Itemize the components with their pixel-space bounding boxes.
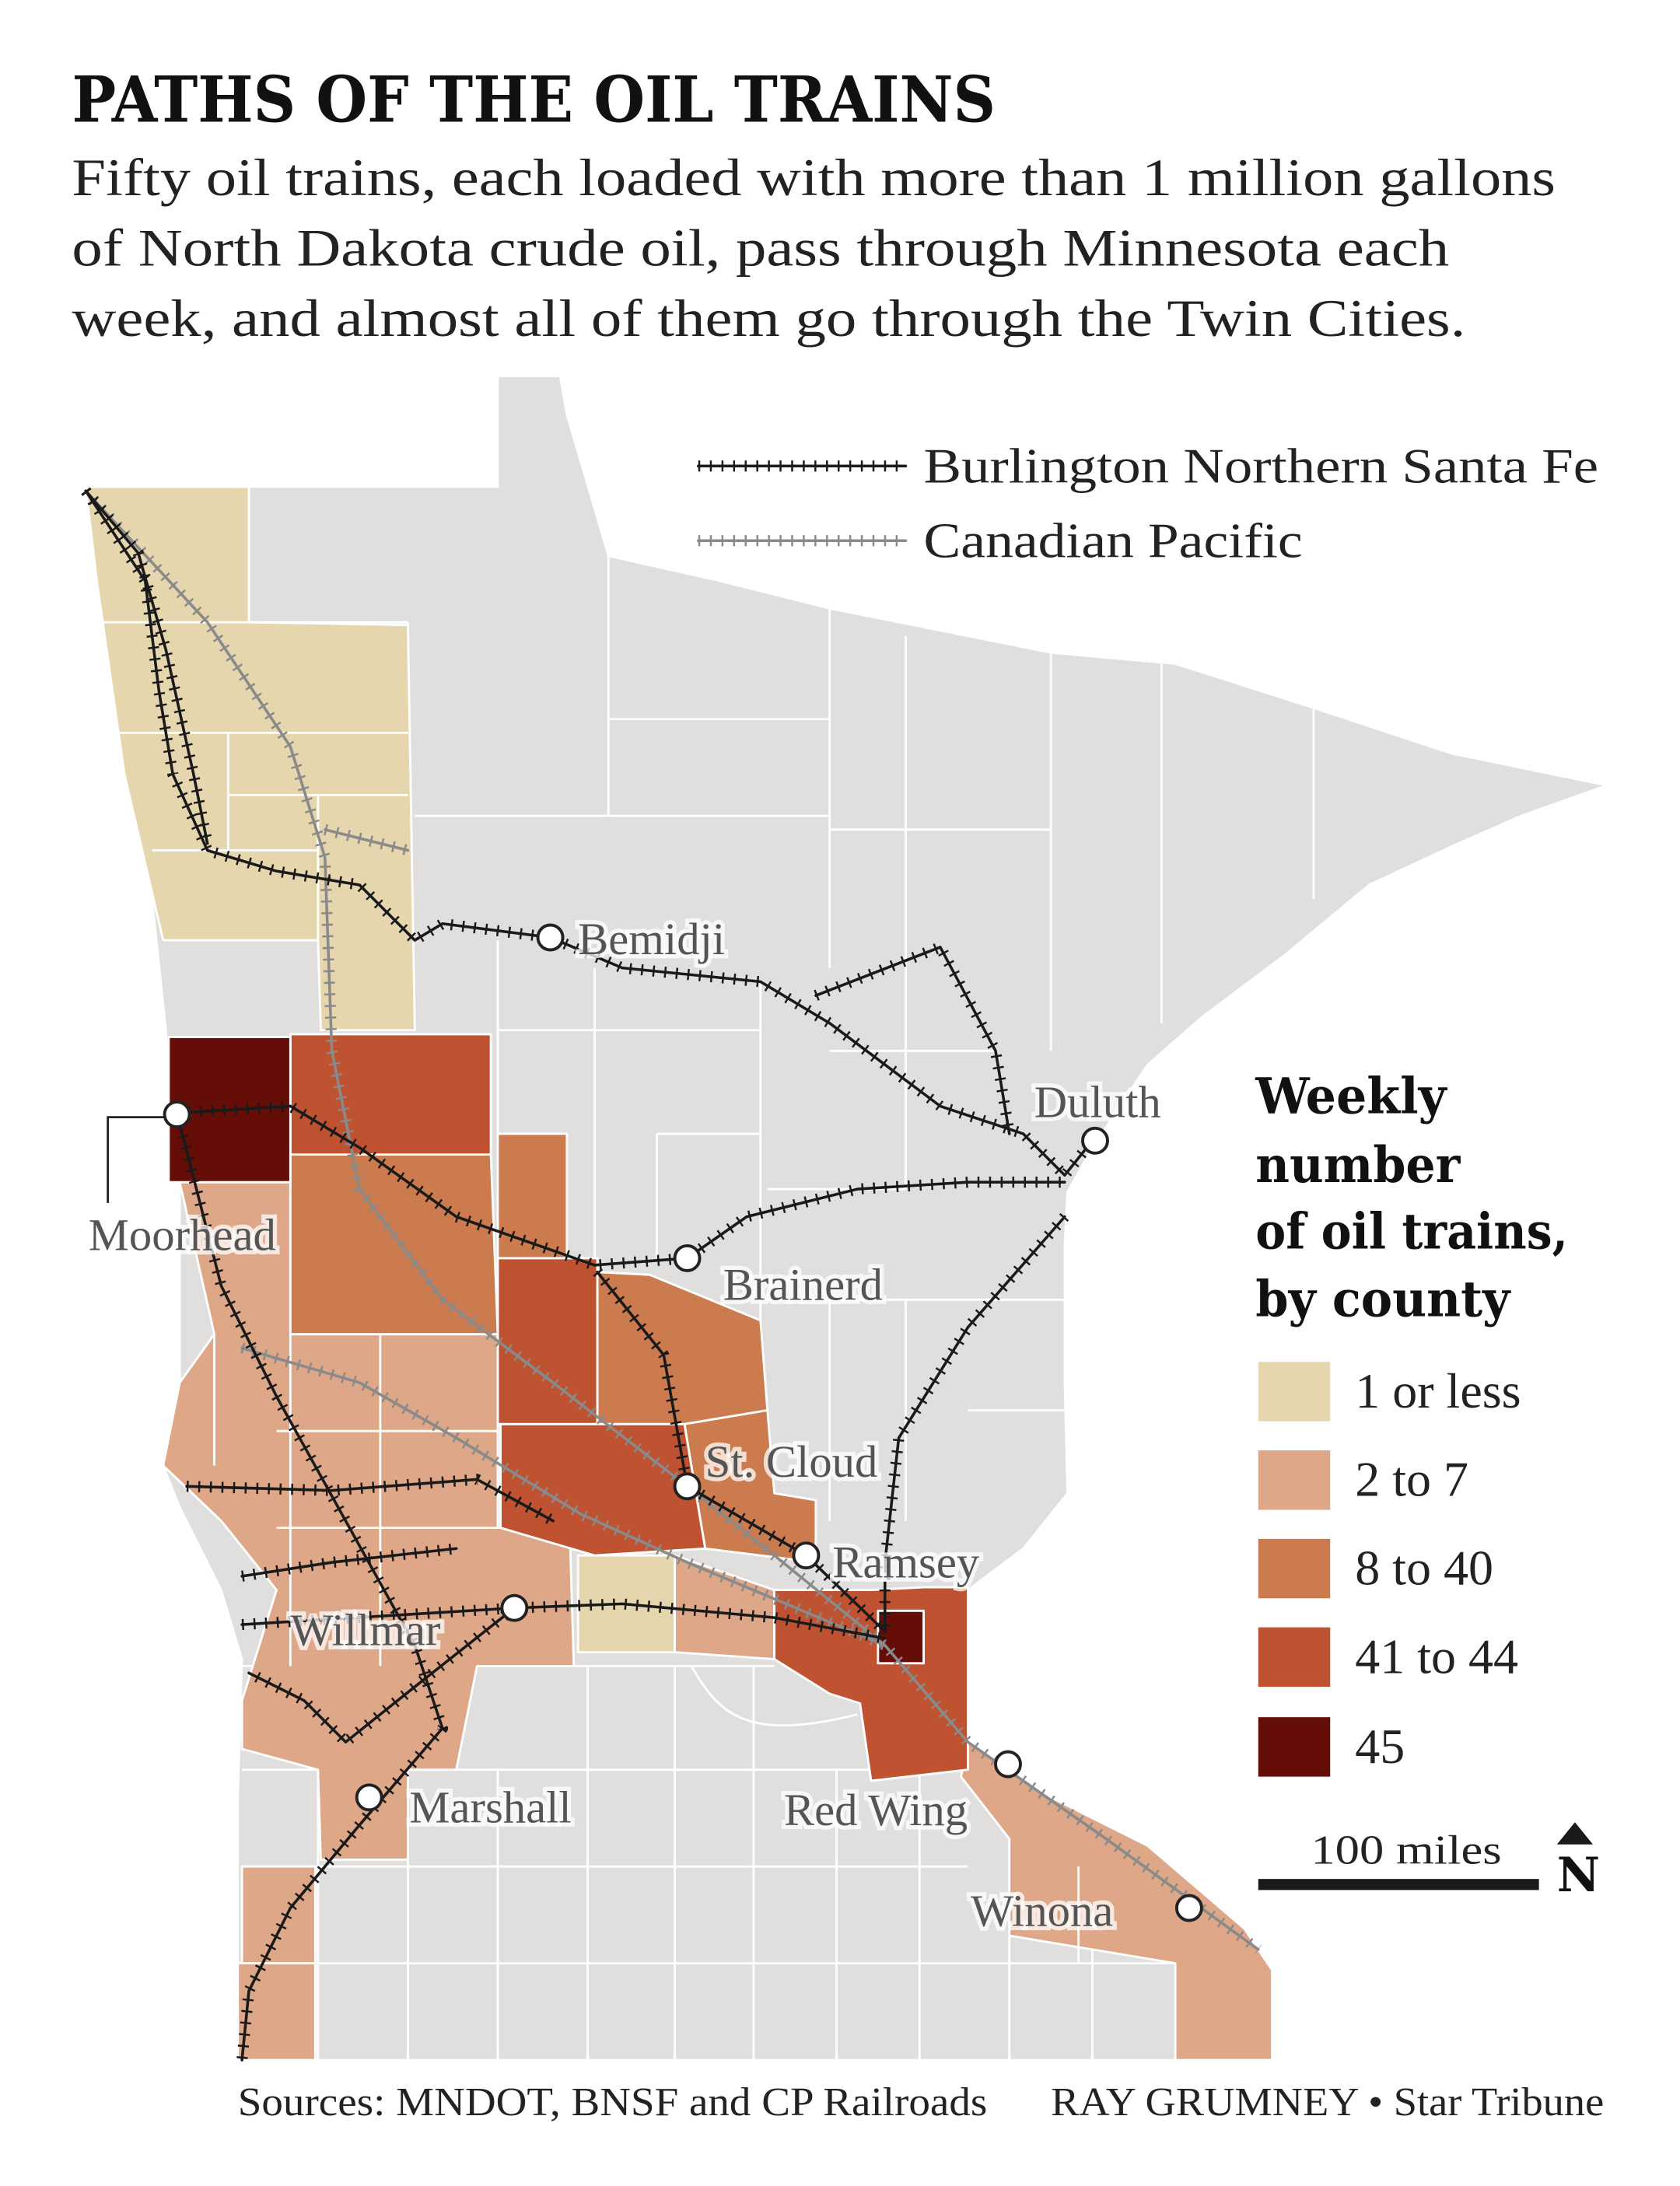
legend-title-line-4: by county bbox=[1255, 1271, 1511, 1329]
north-arrow: N bbox=[1556, 1822, 1600, 1903]
city-ramsey: Ramsey bbox=[792, 1533, 984, 1592]
city-label-st-cloud: St. Cloud bbox=[705, 1436, 878, 1487]
legend-label-8-to-40: 8 to 40 bbox=[1355, 1541, 1493, 1596]
county-bin-41-to-44-b bbox=[496, 1257, 599, 1425]
city-label-brainerd: Brainerd bbox=[723, 1259, 883, 1310]
city-label-duluth: Duluth bbox=[1034, 1077, 1161, 1128]
legend-swatch-8-to-40 bbox=[1258, 1538, 1331, 1599]
minnesota-map: Bemidji Duluth Moorhead Brainerd St. Clo… bbox=[81, 375, 1611, 2062]
city-winona: Winona bbox=[967, 1881, 1203, 1940]
subtitle-line-3: week, and almost all of them go through … bbox=[72, 289, 1465, 348]
legend-swatch-41-to-44 bbox=[1258, 1627, 1331, 1688]
county-borders-northwest bbox=[96, 621, 408, 941]
city-red-wing: Red Wing bbox=[780, 1750, 1022, 1839]
legend-swatch-2-to-7 bbox=[1258, 1450, 1331, 1510]
city-label-bemidji: Bemidji bbox=[578, 914, 725, 964]
subtitle-line-2: of North Dakota crude oil, pass through … bbox=[72, 219, 1449, 278]
county-bin-8-to-40-a bbox=[289, 1153, 499, 1336]
rail-legend-bnsf-label: Burlington Northern Santa Fe bbox=[924, 439, 1599, 494]
legend-label-41-to-44: 41 to 44 bbox=[1355, 1628, 1518, 1684]
rail-canadian-pacific bbox=[82, 487, 1262, 1954]
county-bin-41-to-44-stcloud bbox=[499, 1422, 707, 1557]
city-willmar: Willmar bbox=[286, 1593, 529, 1660]
subtitle-line-1: Fifty oil trains, each loaded with more … bbox=[72, 149, 1556, 207]
city-marshall: Marshall bbox=[355, 1778, 576, 1837]
legend-swatch-45 bbox=[1258, 1717, 1331, 1777]
city-bemidji: Bemidji bbox=[536, 910, 729, 968]
county-borders-west bbox=[213, 1334, 1080, 1964]
legend-title-line-1: Weekly bbox=[1255, 1067, 1447, 1125]
sources: Sources: MNDOT, BNSF and CP Railroads bbox=[238, 2080, 988, 2125]
north-label: N bbox=[1557, 1848, 1600, 1903]
city-duluth: Duluth bbox=[1030, 1072, 1165, 1155]
city-label-winona: Winona bbox=[971, 1886, 1113, 1936]
county-bin-41-to-44-a bbox=[289, 1033, 492, 1156]
rail-legend-cp-label: Canadian Pacific bbox=[924, 513, 1303, 568]
city-label-ramsey: Ramsey bbox=[832, 1537, 980, 1588]
legend-label-45: 45 bbox=[1355, 1719, 1405, 1774]
city-brainerd: Brainerd bbox=[673, 1243, 887, 1314]
county-bin-2-to-7-southwest-1 bbox=[240, 1865, 317, 1965]
county-bin-2-to-7-southeast bbox=[960, 1740, 1273, 2062]
county-legend: Weekly number of oil trains, by county 1… bbox=[1255, 1067, 1568, 1777]
scale-label: 100 miles bbox=[1311, 1827, 1501, 1873]
city-label-moorhead: Moorhead bbox=[89, 1209, 276, 1260]
city-label-red-wing: Red Wing bbox=[784, 1785, 968, 1835]
city-label-willmar: Willmar bbox=[290, 1605, 441, 1656]
legend-label-1-or-less: 1 or less bbox=[1355, 1363, 1521, 1418]
city-moorhead: Moorhead bbox=[84, 1100, 280, 1264]
county-bin-8-to-40-b bbox=[496, 1132, 569, 1260]
rail-legend: Burlington Northern Santa Fe Canadian Pa… bbox=[696, 439, 1599, 568]
city-st-cloud: St. Cloud bbox=[673, 1432, 882, 1501]
north-arrow-icon bbox=[1556, 1822, 1593, 1845]
legend-title-line-3: of oil trains, bbox=[1255, 1203, 1568, 1261]
legend-swatch-1-or-less bbox=[1258, 1362, 1331, 1422]
city-label-marshall: Marshall bbox=[409, 1782, 572, 1832]
scale-bar-line bbox=[1258, 1879, 1539, 1890]
scale-bar: 100 miles bbox=[1258, 1827, 1539, 1890]
credit: RAY GRUMNEY • Star Tribune bbox=[1051, 2080, 1604, 2125]
legend-title-line-2: number bbox=[1255, 1136, 1461, 1194]
moorhead-leader-line bbox=[107, 1116, 177, 1203]
legend-label-2-to-7: 2 to 7 bbox=[1355, 1452, 1468, 1507]
title: PATHS OF THE OIL TRAINS bbox=[72, 63, 996, 138]
